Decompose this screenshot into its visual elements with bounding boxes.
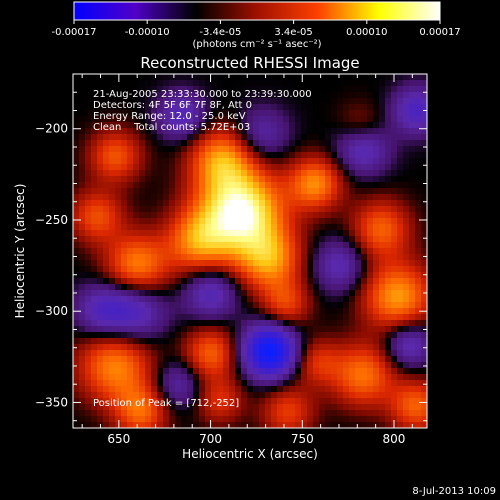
x-axis-label: Heliocentric X (arcsec) (182, 447, 318, 461)
x-tick-label: 800 (383, 432, 406, 446)
info-line-time: 21-Aug-2005 23:33:30.000 to 23:39:30.000 (93, 89, 312, 100)
colorbar-unit-label: (photons cm⁻² s⁻¹ asec⁻²) (192, 39, 321, 50)
y-tick-label: −200 (35, 122, 68, 136)
info-line-energy: Energy Range: 12.0 - 25.0 keV (93, 111, 246, 122)
colorbar (73, 1, 441, 21)
x-tick-label: 650 (107, 432, 130, 446)
y-tick-label: −300 (35, 304, 68, 318)
colorbar-tick-label: 3.4e-05 (274, 27, 312, 38)
colorbar-tick-label: 0.00017 (419, 27, 460, 38)
chart-title: Reconstructed RHESSI Image (140, 54, 359, 72)
x-tick-labels: 650 700 750 800 (107, 432, 405, 446)
axis-ticks (73, 74, 427, 428)
plot-frame (72, 73, 428, 429)
footer-date: 8-Jul-2013 10:09 (412, 486, 496, 497)
info-line-clean: Clean Total counts: 5.72E+03 (93, 122, 250, 133)
colorbar-tick-label: -0.00017 (52, 27, 97, 38)
colorbar-tick-label: 0.00010 (346, 27, 387, 38)
peak-position-text: Position of Peak = [712,-252] (93, 398, 239, 409)
y-axis-label: Heliocentric Y (arcsec) (13, 184, 27, 319)
colorbar-ticks (73, 20, 441, 24)
colorbar-tick-labels: -0.00017 -0.00010 -3.4e-05 3.4e-05 0.00010 0.… (52, 27, 461, 38)
y-tick-labels: −200 −250 −300 −350 (35, 122, 68, 410)
y-tick-label: −250 (35, 213, 68, 227)
colorbar-tick-label: -3.4e-05 (199, 27, 241, 38)
colorbar-tick-label: -0.00010 (125, 27, 170, 38)
y-tick-label: −350 (35, 395, 68, 409)
info-line-detectors: Detectors: 4F 5F 6F 7F 8F, Att 0 (93, 100, 252, 111)
x-tick-label: 700 (199, 432, 222, 446)
heatmap-image (73, 74, 427, 428)
x-tick-label: 750 (291, 432, 314, 446)
